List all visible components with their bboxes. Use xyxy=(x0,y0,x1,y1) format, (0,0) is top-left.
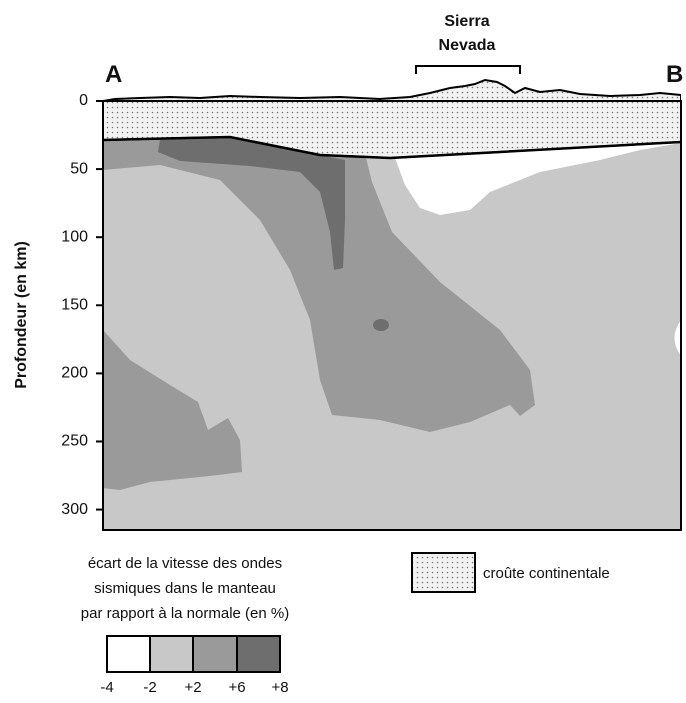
y-tick-label: 100 xyxy=(61,228,88,245)
range-bracket xyxy=(415,65,521,74)
very-fast-zone xyxy=(158,137,345,270)
very-fast-zone xyxy=(373,319,389,331)
moho xyxy=(103,135,681,160)
legend-swatch xyxy=(192,635,238,673)
fast-zone xyxy=(103,137,535,432)
range-name: Sierra xyxy=(444,13,489,30)
legend-title: par rapport à la normale (en %) xyxy=(81,605,289,622)
legend-scale-label: +6 xyxy=(228,679,245,696)
y-tick-label: 200 xyxy=(61,365,88,382)
y-axis: 0 50 100 150 200 250 300 xyxy=(61,92,103,518)
legend-swatch xyxy=(106,635,151,673)
legend-scale xyxy=(106,635,281,673)
label-a: A xyxy=(105,61,122,88)
frame xyxy=(102,100,682,531)
crust xyxy=(103,78,681,160)
fast-zone xyxy=(103,330,242,490)
legend-scale-label: +8 xyxy=(271,679,288,696)
legend-title: sismiques dans le manteau xyxy=(94,580,276,597)
y-tick-label: 0 xyxy=(79,92,88,109)
range-name: Nevada xyxy=(439,37,496,54)
legend-swatch xyxy=(236,635,281,673)
y-tick-label: 50 xyxy=(70,160,88,177)
legend-scale-label: -2 xyxy=(143,679,156,696)
slow-zone xyxy=(674,320,681,356)
section xyxy=(103,78,681,530)
legend-scale-label: +2 xyxy=(184,679,201,696)
y-tick-label: 250 xyxy=(61,433,88,450)
legend-scale-labels: -4 -2 +2 +6 +8 xyxy=(100,679,288,696)
crust-label: croûte continentale xyxy=(483,565,610,582)
crust-swatch xyxy=(411,552,476,593)
legend-swatch xyxy=(149,635,194,673)
label-b: B xyxy=(666,61,683,88)
y-tick-label: 150 xyxy=(61,297,88,314)
axis-label: Profondeur (en km) xyxy=(13,241,30,389)
legend-scale-label: -4 xyxy=(100,679,113,696)
legend-title: écart de la vitesse des ondes xyxy=(88,555,282,572)
y-tick-label: 300 xyxy=(61,501,88,518)
